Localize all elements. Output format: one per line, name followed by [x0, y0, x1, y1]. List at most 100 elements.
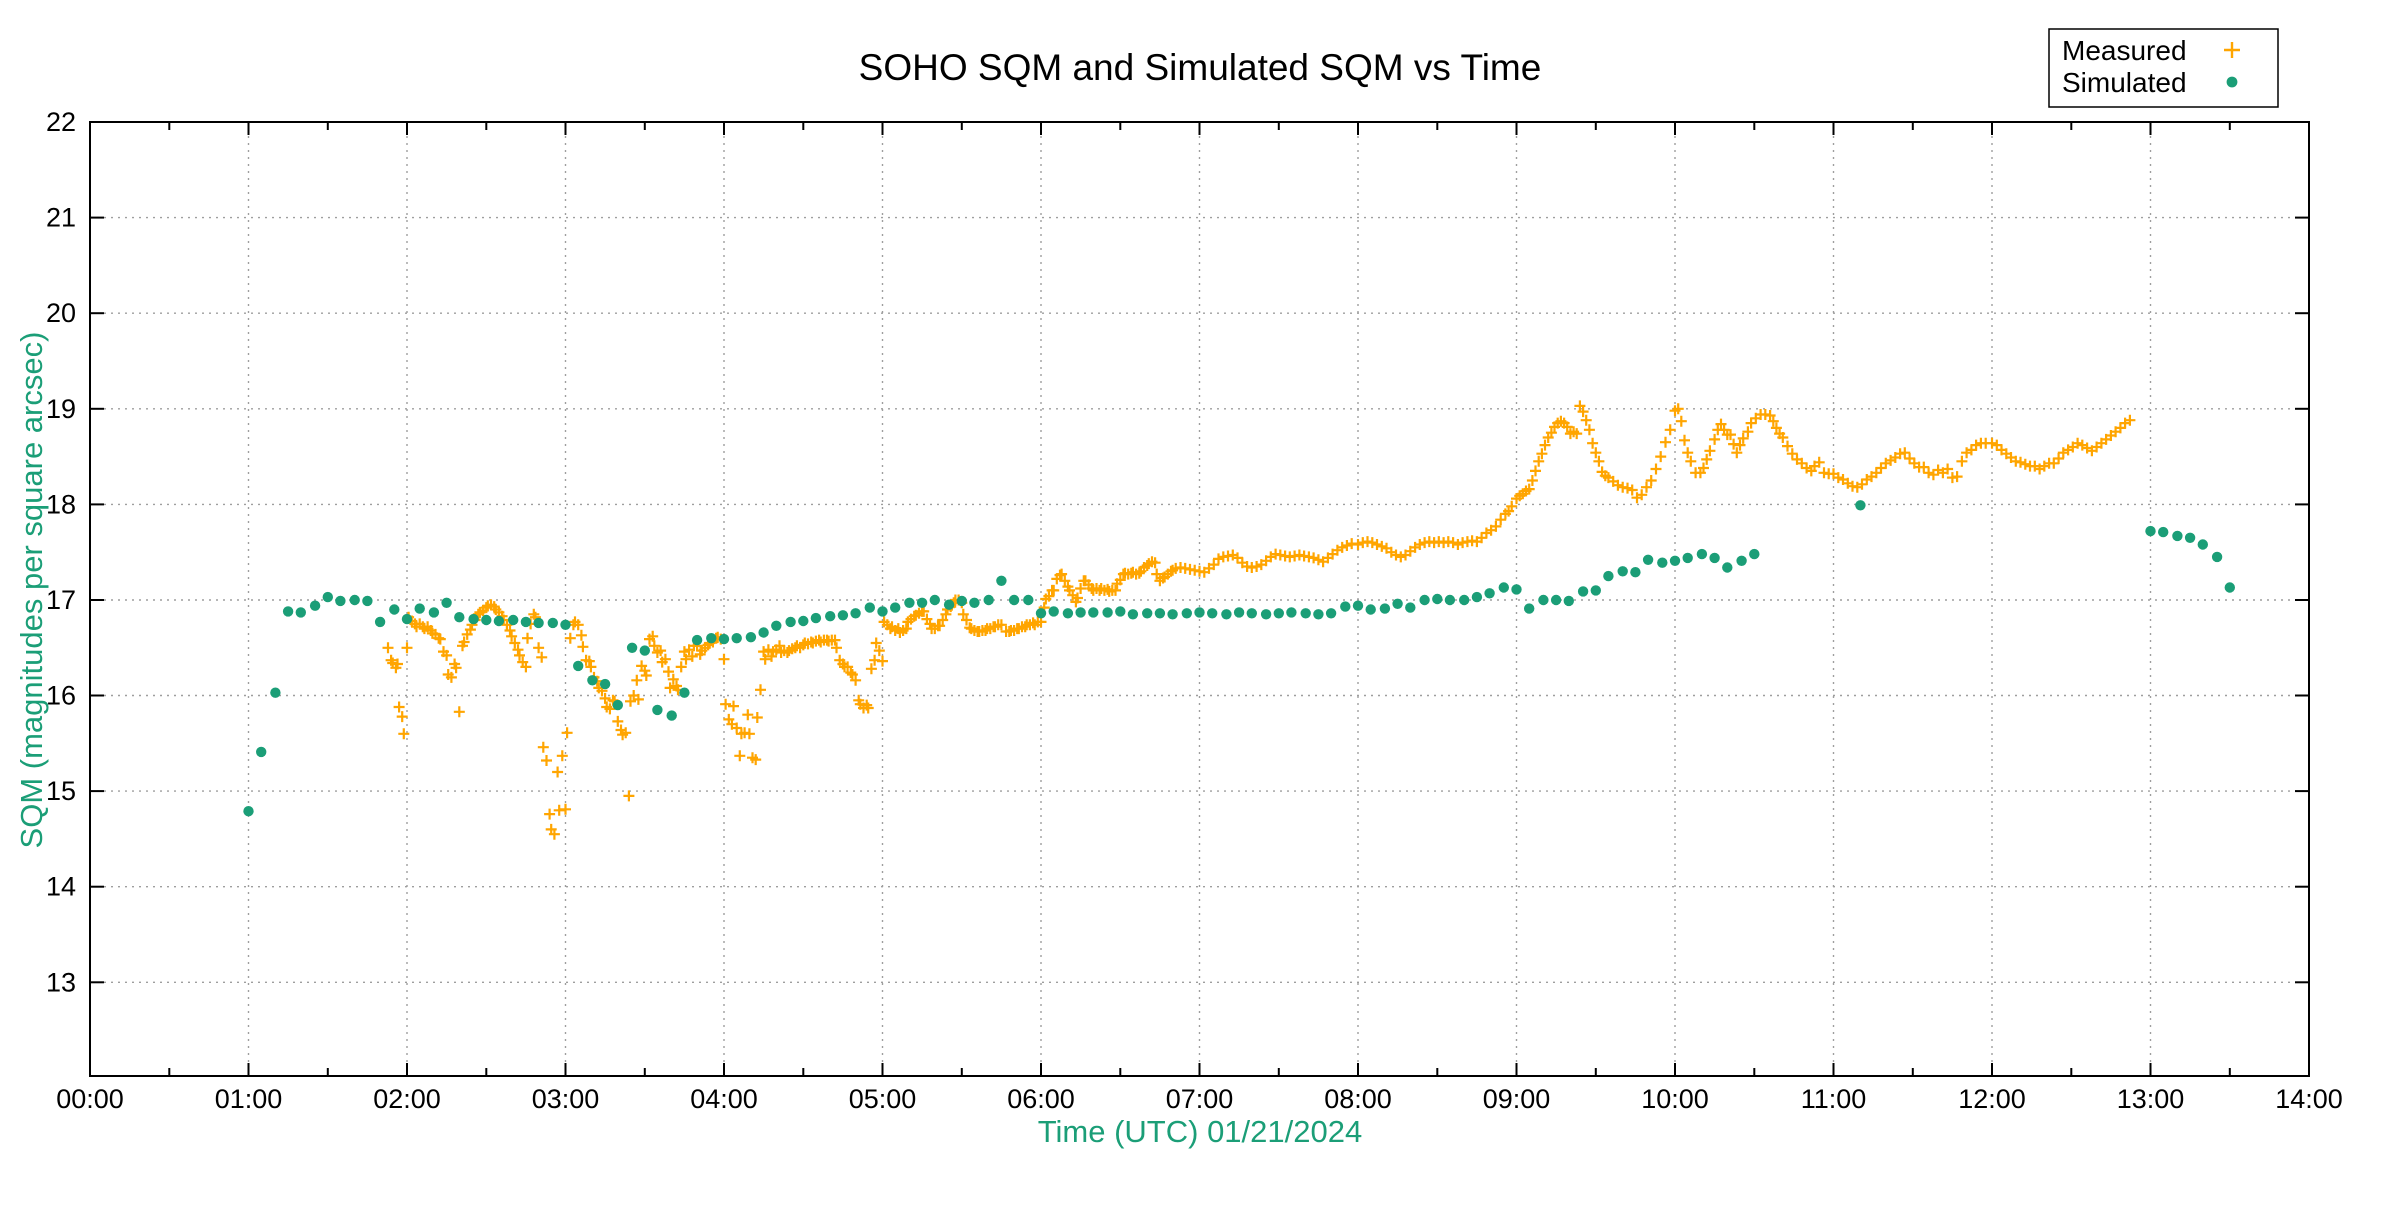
measured-point: [1590, 447, 1602, 459]
measured-point: [620, 727, 632, 739]
measured-point: [1782, 440, 1793, 452]
measured-point: [1526, 475, 1538, 486]
measured-point: [537, 741, 549, 753]
measured-point: [2048, 457, 2060, 469]
simulated-point: [1682, 552, 1693, 564]
measured-point: [850, 674, 862, 686]
simulated-point: [374, 616, 386, 628]
measured-point: [1371, 539, 1383, 550]
simulated-point: [414, 603, 425, 614]
simulated-point: [1048, 606, 1059, 617]
measured-point: [577, 641, 589, 653]
simulated-point: [798, 615, 809, 627]
measured-point: [842, 661, 854, 673]
measured-point: [1682, 447, 1694, 459]
measured-point: [1612, 479, 1624, 491]
measured-point: [742, 709, 754, 721]
measured-point: [509, 637, 521, 649]
measured-point: [1151, 568, 1163, 580]
y-tick-label: 17: [46, 585, 76, 615]
grid-lines: [90, 122, 2309, 1076]
x-tick-label: 00:00: [56, 1084, 124, 1114]
measured-point: [664, 682, 676, 694]
measured-point: [934, 620, 946, 632]
measured-point: [640, 670, 652, 681]
measured-point: [1341, 540, 1353, 551]
simulated-point: [1102, 607, 1113, 618]
measured-point: [743, 728, 755, 740]
simulated-point: [468, 613, 479, 625]
simulated-point: [837, 610, 849, 621]
measured-point: [1698, 462, 1709, 474]
x-tick-label: 08:00: [1324, 1084, 1392, 1114]
simulated-point: [389, 604, 400, 615]
simulated-point: [560, 619, 571, 630]
x-tick-label: 12:00: [1958, 1084, 2026, 1114]
measured-point: [1956, 455, 1968, 467]
measured-point: [731, 722, 743, 734]
measured-point: [831, 642, 842, 654]
simulated-point: [666, 710, 677, 721]
measured-point: [392, 658, 403, 670]
x-axis-label: Time (UTC) 01/21/2024: [1038, 1114, 1362, 1149]
simulated-point: [362, 595, 373, 607]
simulated-point: [639, 645, 650, 656]
measured-point: [514, 649, 525, 661]
measured-point: [453, 706, 465, 718]
measured-point: [995, 619, 1007, 631]
measured-point: [750, 754, 762, 766]
simulated-point: [1392, 598, 1403, 609]
measured-point: [632, 693, 644, 705]
simulated-point: [745, 632, 757, 643]
simulated-point: [691, 634, 703, 646]
simulated-point: [929, 594, 940, 606]
simulated-point: [1115, 606, 1126, 617]
measured-point: [1675, 415, 1687, 427]
simulated-point: [1749, 548, 1760, 560]
measured-point: [548, 828, 560, 840]
simulated-point: [1471, 591, 1483, 603]
measured-point: [1133, 567, 1145, 579]
x-tick-label: 13:00: [2117, 1084, 2185, 1114]
simulated-point: [652, 704, 663, 716]
simulated-point: [1181, 608, 1193, 619]
measured-point: [734, 750, 746, 762]
series-simulated: [243, 500, 2235, 817]
measured-point: [1660, 436, 1671, 448]
y-tick-label: 16: [46, 681, 76, 711]
measured-point: [1495, 514, 1507, 526]
measured-point: [1561, 421, 1573, 433]
measured-point: [1951, 471, 1963, 483]
simulated-point: [850, 608, 861, 619]
measured-point: [961, 614, 972, 626]
measured-point: [1731, 447, 1743, 459]
measured-point: [393, 701, 405, 713]
measured-point: [382, 642, 394, 654]
measured-point: [686, 650, 698, 662]
measured-point: [1390, 549, 1402, 561]
measured-point: [755, 684, 766, 696]
measured-point: [1742, 426, 1754, 438]
measured-point: [561, 727, 573, 739]
simulated-point: [864, 602, 875, 613]
simulated-point: [969, 597, 980, 608]
y-tick-label: 20: [46, 298, 76, 328]
measured-point: [663, 666, 674, 678]
measured-point: [718, 653, 730, 665]
measured-point: [870, 637, 882, 649]
simulated-point: [1300, 608, 1311, 619]
measured-point: [1734, 439, 1746, 451]
simulated-point: [1340, 601, 1351, 612]
measured-point: [1580, 414, 1592, 426]
simulated-point: [1444, 594, 1456, 606]
x-tick-label: 10:00: [1641, 1084, 1709, 1114]
simulated-point: [1167, 609, 1178, 620]
measured-point: [1414, 539, 1426, 550]
y-axis-label: SQM (magnitudes per square arcsec): [14, 332, 49, 849]
simulated-point: [758, 627, 769, 638]
measured-point: [751, 712, 763, 723]
measured-point: [575, 629, 587, 641]
measured-point: [1545, 427, 1557, 439]
x-tick-label: 04:00: [690, 1084, 758, 1114]
